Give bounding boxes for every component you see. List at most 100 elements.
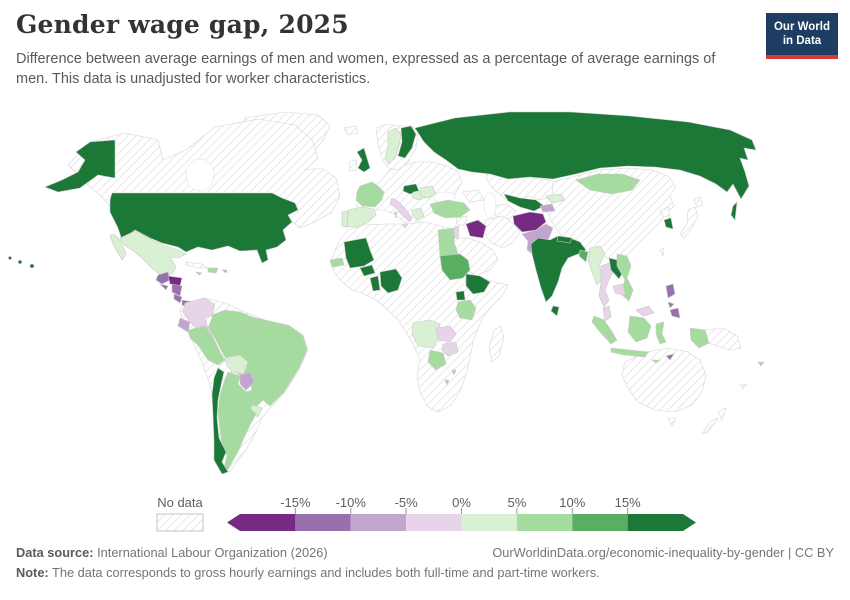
country-brazil[interactable]	[207, 309, 308, 409]
legend-no-data-swatch[interactable]	[156, 513, 204, 532]
country-lesotho[interactable]	[444, 379, 450, 386]
country-hawaii-2[interactable]	[17, 259, 23, 265]
region-turkmenistan-nodata[interactable]	[489, 203, 517, 220]
country-fiji[interactable]	[757, 361, 765, 367]
region-madagascar-nodata[interactable]	[488, 325, 505, 363]
country-russia-sakhalin[interactable]	[730, 201, 738, 221]
country-uzbekistan[interactable]	[503, 193, 545, 212]
country-zimbabwe[interactable]	[441, 341, 459, 357]
country-nepal[interactable]	[556, 235, 573, 244]
region-new-caledonia-nodata[interactable]	[739, 383, 748, 390]
country-spain[interactable]	[346, 206, 377, 228]
region-syria-nodata[interactable]	[455, 215, 468, 227]
legend-bin-6[interactable]	[572, 514, 628, 531]
country-nigeria[interactable]	[379, 268, 403, 294]
country-dominican-republic[interactable]	[207, 267, 219, 274]
country-nicaragua[interactable]	[171, 283, 183, 297]
country-tanzania[interactable]	[455, 299, 477, 321]
canonical-url[interactable]: OurWorldinData.org/economic-inequality-b…	[492, 545, 834, 560]
country-tajikistan[interactable]	[539, 203, 556, 213]
country-timor-leste[interactable]	[665, 353, 675, 361]
country-italy-sicily[interactable]	[401, 223, 409, 229]
region-iran-nodata[interactable]	[482, 215, 521, 249]
country-sweden[interactable]	[384, 127, 402, 165]
country-senegal[interactable]	[329, 257, 345, 268]
region-australia-nodata[interactable]	[621, 347, 707, 413]
country-peru[interactable]	[187, 325, 226, 366]
country-hawaii-1[interactable]	[8, 256, 12, 260]
country-turkey[interactable]	[429, 199, 471, 219]
country-egypt[interactable]	[437, 227, 459, 257]
region-china-nodata[interactable]	[545, 167, 677, 263]
legend-bin-2[interactable]	[350, 514, 407, 531]
country-zambia[interactable]	[435, 325, 457, 343]
country-vietnam[interactable]	[616, 253, 634, 302]
country-el-salvador[interactable]	[159, 283, 169, 291]
region-caucasus-nodata[interactable]	[461, 189, 485, 203]
country-malaysia-peninsula[interactable]	[602, 305, 612, 322]
country-finland[interactable]	[397, 125, 417, 159]
region-png-nodata[interactable]	[704, 327, 742, 351]
country-eswatini[interactable]	[451, 369, 457, 376]
region-new-zealand-south-nodata[interactable]	[701, 417, 719, 435]
country-indonesia-borneo[interactable]	[627, 315, 652, 343]
country-italy-sardinia[interactable]	[393, 211, 398, 219]
country-guyana[interactable]	[238, 311, 249, 324]
country-mexico-baja[interactable]	[109, 233, 127, 261]
country-puerto-rico[interactable]	[221, 269, 228, 274]
region-tasmania-nodata[interactable]	[667, 417, 677, 427]
country-guatemala[interactable]	[155, 271, 171, 285]
country-alaska[interactable]	[44, 139, 116, 193]
legend-bin-1[interactable]	[295, 514, 351, 531]
country-indonesia-lesser-sunda[interactable]	[651, 359, 661, 364]
owid-logo[interactable]: Our World in Data	[766, 13, 838, 59]
country-benin-togo[interactable]	[369, 275, 381, 292]
country-france[interactable]	[355, 181, 385, 208]
country-angola[interactable]	[411, 319, 441, 349]
country-cambodia[interactable]	[612, 283, 626, 296]
country-south-korea[interactable]	[663, 217, 674, 230]
legend-bin-7[interactable]	[627, 514, 683, 531]
country-romania[interactable]	[419, 185, 437, 199]
country-paraguay[interactable]	[239, 371, 255, 391]
region-japan-honshu-nodata[interactable]	[679, 206, 699, 239]
country-iraq[interactable]	[465, 219, 487, 239]
country-kyrgyzstan[interactable]	[545, 193, 566, 204]
country-israel-jordan[interactable]	[453, 225, 460, 240]
country-colombia[interactable]	[182, 297, 216, 331]
country-indonesia-sulawesi[interactable]	[655, 321, 667, 345]
country-bangladesh[interactable]	[578, 249, 589, 263]
country-mexico[interactable]	[119, 230, 187, 277]
region-japan-hokkaido-nodata[interactable]	[693, 196, 704, 208]
country-united-kingdom[interactable]	[356, 147, 371, 173]
country-indonesia-java[interactable]	[610, 347, 649, 358]
country-ecuador[interactable]	[177, 317, 191, 333]
country-philippines-luzon[interactable]	[665, 283, 676, 299]
country-india[interactable]	[530, 235, 587, 303]
country-philippines-mindanao[interactable]	[669, 307, 681, 319]
country-afghanistan[interactable]	[512, 211, 547, 233]
country-botswana[interactable]	[427, 349, 447, 371]
country-burkina-faso[interactable]	[359, 264, 376, 277]
legend-bin-4[interactable]	[461, 514, 517, 531]
country-malaysia-borneo[interactable]	[635, 305, 655, 317]
country-jamaica[interactable]	[195, 271, 203, 276]
country-mongolia[interactable]	[575, 173, 641, 195]
country-indonesia-papua[interactable]	[689, 327, 710, 349]
country-italy[interactable]	[389, 197, 413, 223]
country-chile[interactable]	[211, 367, 229, 475]
country-philippines-visayas[interactable]	[667, 301, 675, 309]
region-cuba-nodata[interactable]	[185, 261, 209, 269]
country-mali[interactable]	[343, 237, 375, 269]
country-hawaii-3[interactable]	[29, 263, 35, 269]
region-ireland-nodata[interactable]	[348, 159, 358, 172]
country-sri-lanka[interactable]	[550, 305, 560, 317]
country-indonesia-sumatra[interactable]	[591, 315, 618, 345]
region-kazakhstan-nodata[interactable]	[485, 169, 559, 204]
country-laos[interactable]	[608, 257, 625, 280]
legend-bin-5[interactable]	[516, 514, 573, 531]
region-taiwan-nodata[interactable]	[659, 247, 665, 258]
country-uganda[interactable]	[455, 290, 466, 301]
country-greece[interactable]	[411, 207, 425, 221]
